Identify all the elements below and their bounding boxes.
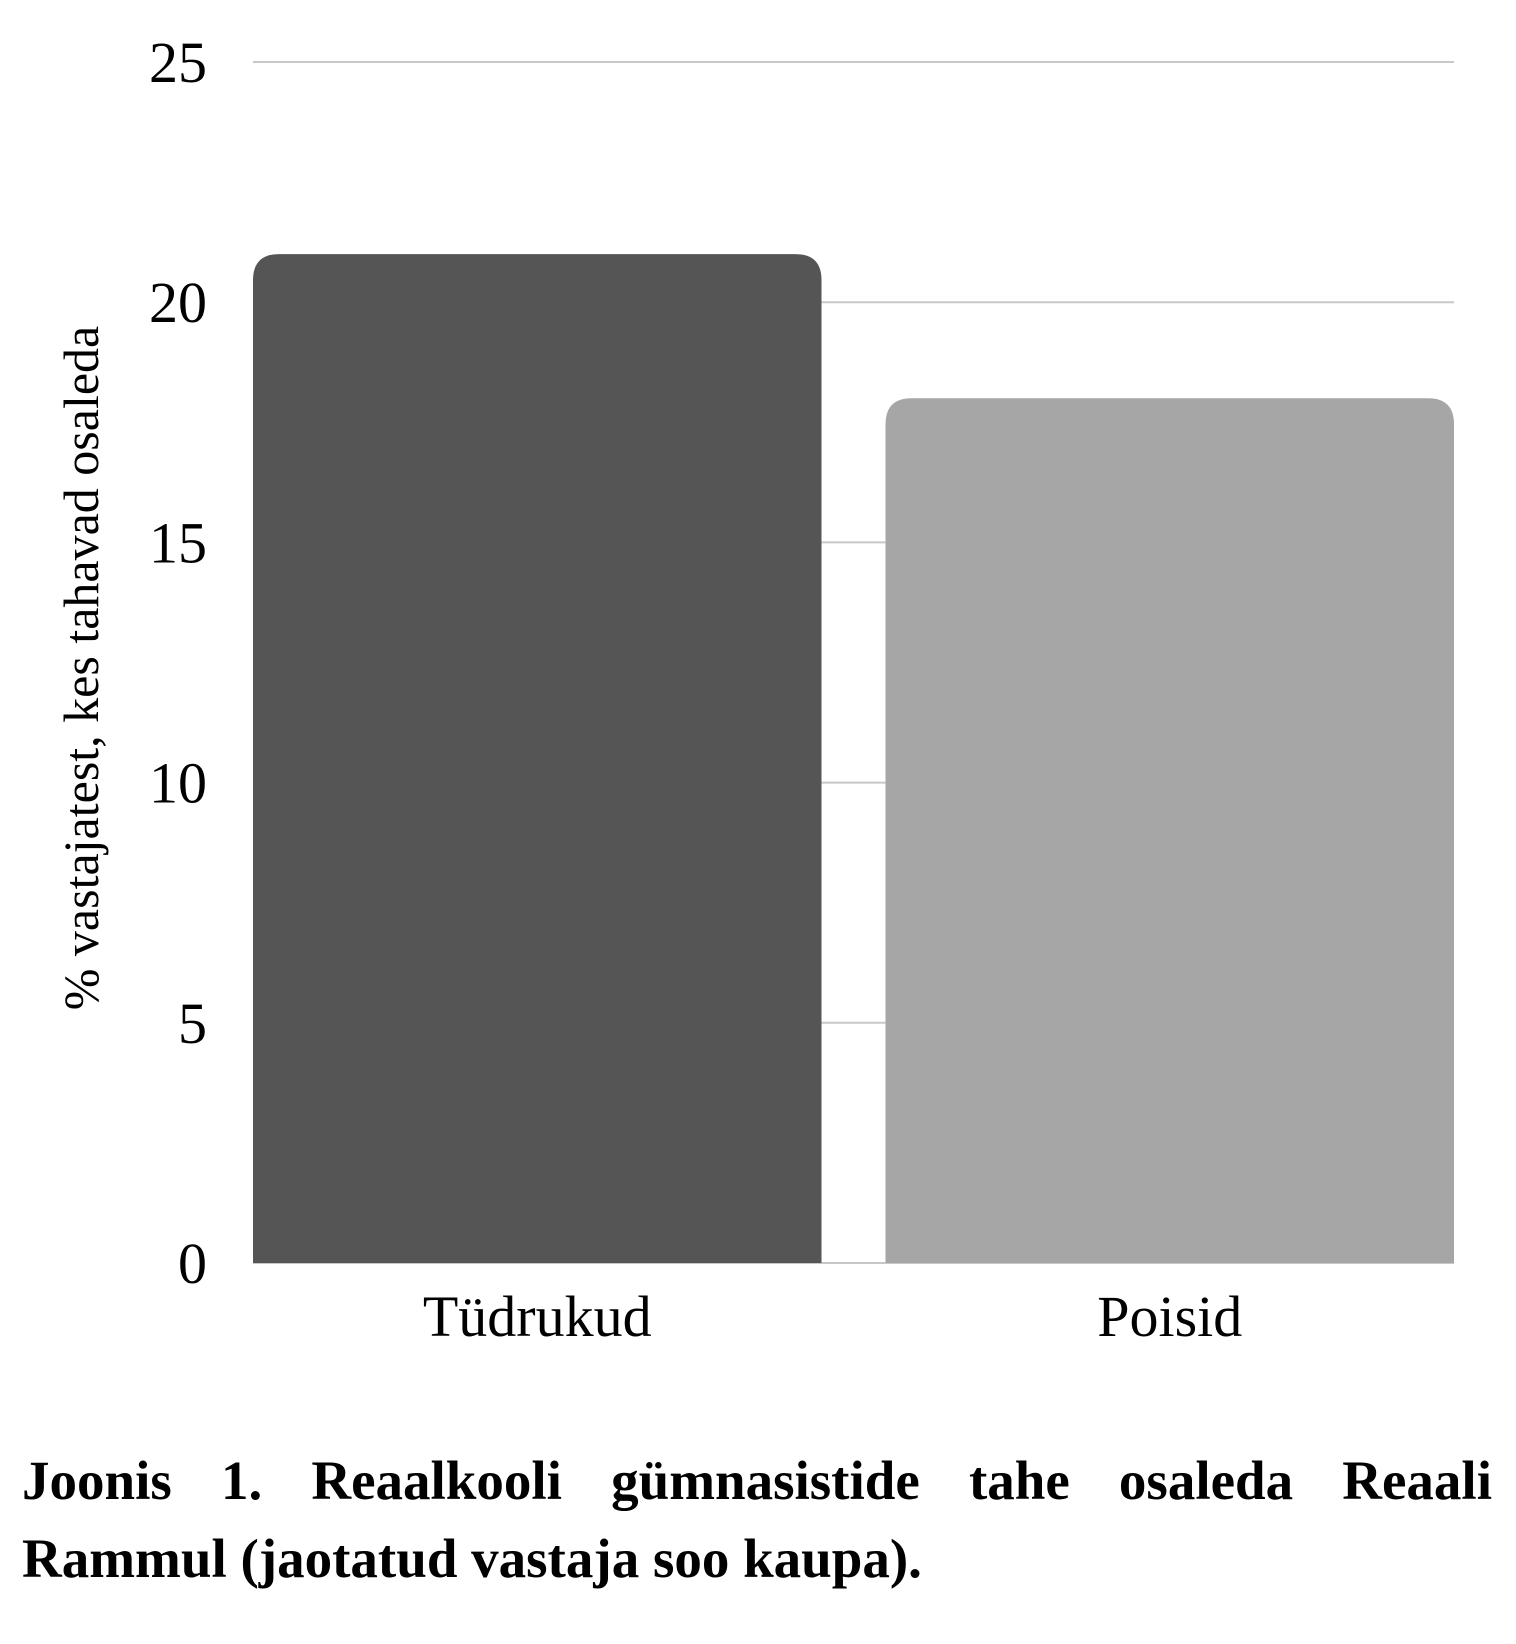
- y-axis-ticks: 0 5 10 15 20 25: [149, 30, 207, 1296]
- y-tick-label: 25: [149, 30, 207, 95]
- bar-tudrukud: [253, 254, 822, 1263]
- bar-chart: 0 5 10 15 20 25 Tüdrukud Poisid % vastajatest,…: [53, 30, 1454, 1349]
- y-tick-label: 15: [149, 510, 207, 575]
- y-axis-label: % vastajatest, kes tahavad osaleda: [53, 326, 109, 1010]
- x-axis-categories: Tüdrukud Poisid: [423, 1284, 1242, 1349]
- figure-caption: Joonis 1. Reaalkooli gümnasistide tahe o…: [22, 1450, 1492, 1589]
- bars: [253, 254, 1454, 1263]
- x-category-label: Poisid: [1097, 1284, 1242, 1349]
- bar-poisid: [885, 398, 1454, 1263]
- y-tick-label: 20: [149, 270, 207, 335]
- x-category-label: Tüdrukud: [423, 1284, 652, 1349]
- y-tick-label: 0: [178, 1231, 207, 1296]
- y-tick-label: 5: [178, 991, 207, 1056]
- y-tick-label: 10: [149, 751, 207, 816]
